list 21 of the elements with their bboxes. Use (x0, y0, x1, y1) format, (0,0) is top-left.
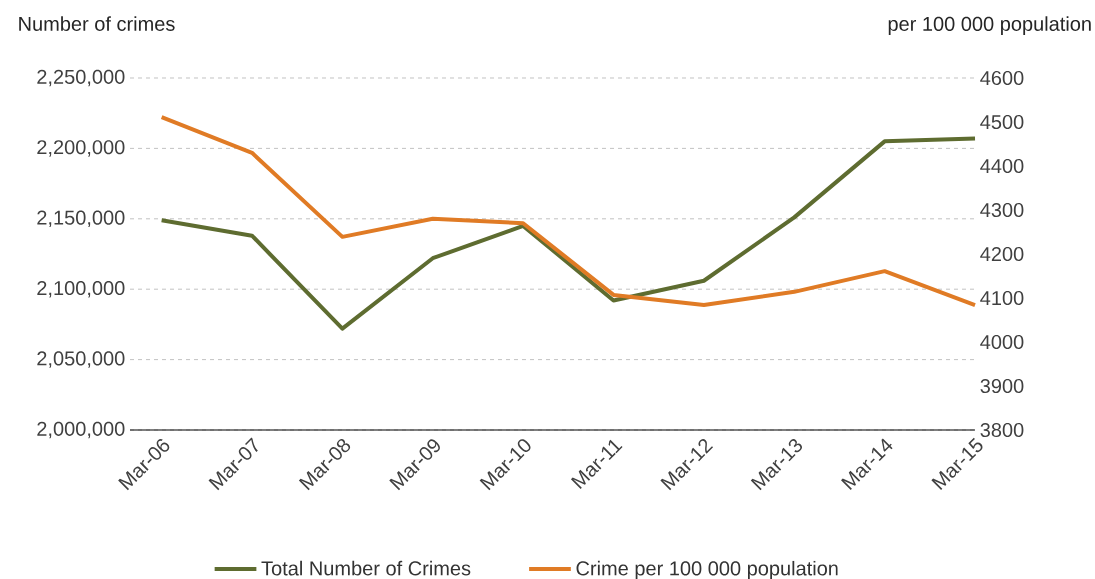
line-series (159, 136, 978, 331)
y2-tick-label: 4600 (980, 70, 1024, 86)
y-tick-label: 2,250,000 (37, 69, 125, 87)
y-tick-label: 2,100,000 (37, 280, 125, 298)
y2-tick-label: 4200 (980, 246, 1024, 262)
y2-tick-label: 4100 (980, 290, 1024, 306)
y2-tick-label: 4300 (980, 202, 1024, 218)
y2-tick-label: 3800 (980, 422, 1024, 438)
y2-tick-label: 3900 (980, 378, 1024, 394)
legend-label: Crime per 100 000 population (576, 560, 838, 579)
y-tick-label: 2,150,000 (37, 210, 125, 228)
y2-tick-label: 4000 (980, 334, 1024, 350)
y-tick-label: 2,050,000 (37, 351, 125, 368)
legend-label: Total Number of Crimes (261, 560, 471, 576)
y-tick-label: 2,200,000 (37, 140, 125, 157)
y2-tick-label: 4500 (980, 114, 1024, 130)
y2-tick-label: 4400 (980, 158, 1024, 174)
line-series (159, 115, 978, 308)
y2-axis-title: per 100 000 population (888, 16, 1091, 35)
y-axis-title: Number of crimes (19, 16, 175, 31)
y-tick-label: 2,000,000 (37, 421, 125, 439)
